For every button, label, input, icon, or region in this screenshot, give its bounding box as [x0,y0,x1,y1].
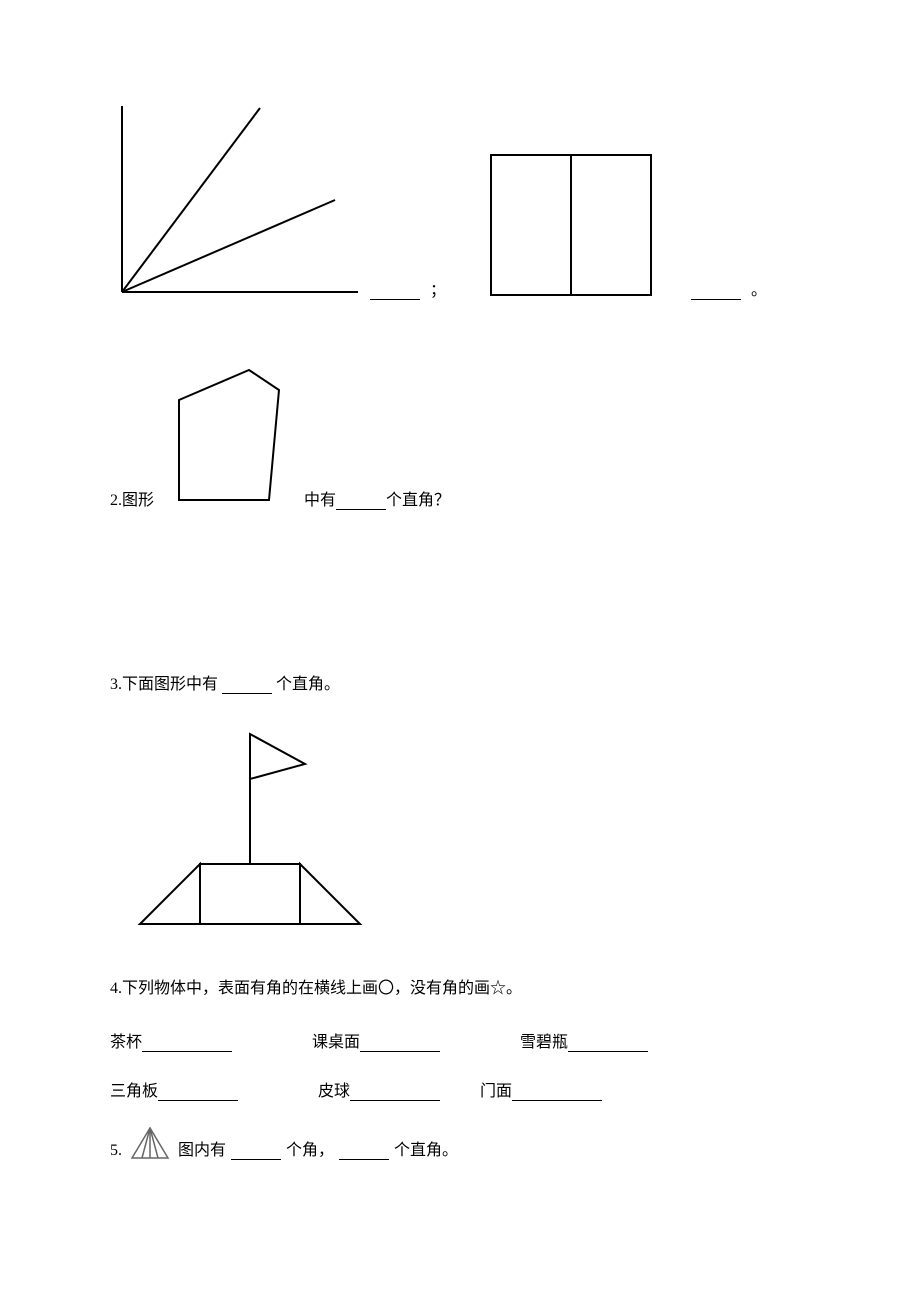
split-rectangle-figure [486,150,656,300]
label-ball: 皮球 [318,1077,350,1101]
blank-bottle [568,1051,648,1052]
q2-mid: 中有 [304,486,336,510]
label-door: 门面 [480,1077,512,1101]
blank-ball [350,1100,440,1101]
label-desk: 课桌面 [312,1028,360,1052]
question-4-text: 4.下列物体中，表面有角的在横线上画〇，没有角的画☆。 [110,974,810,998]
item-ball: 皮球 [318,1077,440,1101]
q5-suffix: 个直角。 [394,1136,458,1160]
quadrilateral-figure [159,360,299,510]
blank-teacup [142,1051,232,1052]
blank-q2 [336,509,386,510]
blank-triangle-ruler [158,1100,238,1101]
castle-flag-figure [110,724,390,934]
item-door: 门面 [480,1077,602,1101]
item-desk: 课桌面 [312,1028,440,1052]
label-bottle: 雪碧瓶 [520,1028,568,1052]
q4-text: 4.下列物体中，表面有角的在横线上画〇，没有角的画☆。 [110,980,522,997]
q5-mid2: 个角， [286,1136,334,1160]
blank-desk [360,1051,440,1052]
q5-prefix: 5. [110,1142,122,1160]
question-3-text: 3.下面图形中有 个直角。 [110,670,810,694]
question-5: 5. 图内有 个角， 个直角。 [110,1126,810,1160]
blank-door [512,1100,602,1101]
q2-suffix: 个直角？ [386,486,450,510]
label-triangle-ruler: 三角板 [110,1077,158,1101]
blank-q5b [339,1159,389,1160]
q2-prefix: 2.图形 [110,486,154,510]
blank-q3 [222,693,272,694]
q3-suffix: 个直角。 [276,676,340,693]
question-3-figure-wrap [110,724,810,934]
question-4-row2: 三角板 皮球 门面 [110,1077,810,1101]
item-bottle: 雪碧瓶 [520,1028,648,1052]
blank-q5a [231,1159,281,1160]
blank-fig1 [370,299,420,300]
q3-text: 3.下面图形中有 [110,676,218,693]
angle-rays-figure [110,100,360,300]
blank-fig2 [691,299,741,300]
small-triangle-icon [130,1126,170,1160]
period: 。 [751,276,767,300]
label-teacup: 茶杯 [110,1028,142,1052]
item-teacup: 茶杯 [110,1028,232,1052]
separator-semicolon: ； [430,276,446,300]
item-triangle-ruler: 三角板 [110,1077,238,1101]
question-4-row1: 茶杯 课桌面 雪碧瓶 [110,1028,810,1052]
question-2: 2.图形 中有 个直角？ [110,360,810,510]
q5-mid1: 图内有 [178,1136,226,1160]
question-1-figures: ； 。 [110,100,810,300]
